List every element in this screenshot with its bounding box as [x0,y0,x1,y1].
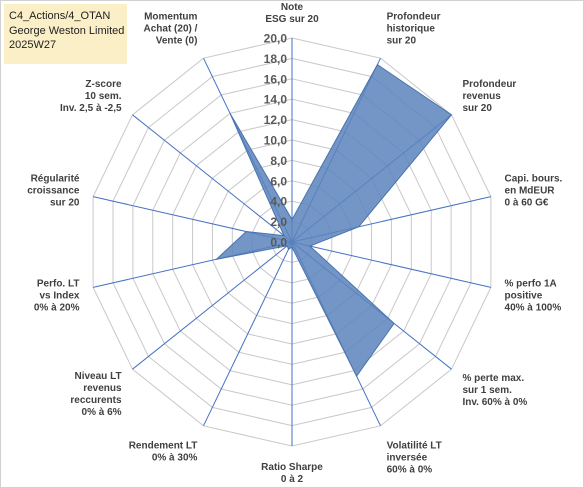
title-line-1: C4_Actions/4_OTAN [9,10,111,22]
axis-spoke [203,241,293,427]
series-area [214,63,453,378]
tick-label: 12,0 [264,113,288,127]
tick-label: 2,0 [270,215,287,229]
title-line-3: 2025W27 [9,39,57,51]
axis-label: Régularité croissance sur 20 [27,173,80,208]
chart-title-box: C4_Actions/4_OTAN George Weston Limited … [4,4,127,64]
axis-label: Niveau LT revenus reccurents 0% à 6% [70,371,122,418]
axis-spoke [132,241,293,370]
tick-label: 0,0 [270,236,287,250]
axis-label: Momentum Achat (20) / Vente (0) [144,12,198,47]
tick-label: 4,0 [270,195,287,209]
axis-label: Perfo. LT vs Index 0% à 20% [34,279,80,314]
axis-spoke [132,114,293,243]
tick-label: 18,0 [264,52,288,66]
tick-label: 14,0 [264,93,288,107]
axis-label: Note ESG sur 20 [265,2,319,25]
radar-series [214,63,453,378]
radar-tick-labels: 0,0 2,0 4,0 6,0 8,0 10,0 12,0 14,0 16,0 18,0 20,0 [264,32,288,250]
axis-label: % perte max. sur 1 sem. Inv. 60% à 0% [462,373,527,408]
axis-label: Ratio Sharpe 0 à 2 [261,462,323,485]
tick-label: 10,0 [264,134,288,148]
tick-label: 6,0 [270,174,287,188]
axis-label: Rendement LT 0% à 30% [129,440,198,463]
axis-label: Volatilité LT inversée 60% à 0% [387,440,442,475]
tick-label: 20,0 [264,32,288,46]
axis-label: Z-score 10 sem. Inv. 2,5 à -2,5 [60,79,122,114]
axis-label: % perfo 1A positive 40% à 100% [505,279,562,314]
axis-spoke [291,241,492,288]
axis-label: Capi. bours. en MdEUR 0 à 60 G€ [505,173,563,208]
title-line-2: George Weston Limited [9,24,125,37]
tick-label: 8,0 [270,154,287,168]
axis-label: Profondeur historique sur 20 [387,12,441,47]
radar-axis-labels: Note ESG sur 20 Profondeur historique sur 20… [27,2,562,485]
axis-label: Profondeur revenus sur 20 [462,79,516,114]
tick-label: 16,0 [264,72,288,86]
